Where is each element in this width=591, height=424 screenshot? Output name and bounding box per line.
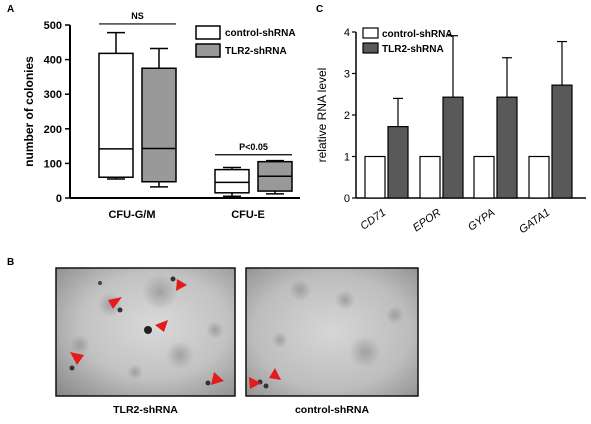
- arrowhead-icon: [211, 372, 224, 385]
- y-tick-label: 0: [56, 193, 62, 205]
- colony-dot: [205, 380, 211, 386]
- y-tick-label: 400: [44, 55, 62, 67]
- x-tick-label: CFU-E: [231, 209, 265, 221]
- bar: [528, 155, 550, 199]
- y-tick-label: 100: [44, 158, 62, 170]
- panel-label-a: A: [7, 4, 15, 15]
- x-tick-label: CFU-G/M: [108, 209, 155, 221]
- chart-a-boxplot: 0 100 200 300 400 500 number of colonies CFU-G/…: [22, 11, 300, 221]
- colony-dot: [69, 365, 75, 371]
- bar: [473, 155, 495, 199]
- arrowhead-icon: [108, 297, 122, 309]
- arrowhead-icon: [70, 352, 84, 365]
- micrograph-tlr2: [55, 267, 236, 397]
- micrograph-control: [245, 267, 419, 397]
- colony-dot: [98, 281, 102, 285]
- bar: [387, 126, 409, 199]
- caption-tlr2-micrograph: TLR2-shRNA: [113, 404, 178, 416]
- significance-label: P<0.05: [239, 142, 268, 152]
- bar: [442, 96, 464, 199]
- bar: [551, 84, 573, 199]
- colony-dot: [117, 307, 123, 313]
- arrowhead-icon: [176, 279, 187, 291]
- legend-swatch: [195, 43, 221, 58]
- significance-label: NS: [131, 11, 144, 21]
- y-tick-label: 1: [344, 152, 350, 164]
- box: [98, 52, 134, 178]
- arrowhead-icon: [249, 377, 261, 389]
- y-axis-label: relative RNA level: [315, 68, 329, 163]
- bar: [496, 96, 518, 199]
- y-tick-label: 0: [344, 193, 350, 205]
- box: [141, 67, 177, 183]
- bar: [364, 155, 386, 199]
- y-tick-label: 4: [344, 27, 350, 39]
- legend-swatch: [362, 42, 379, 54]
- colony-dot: [170, 276, 176, 282]
- panel-label-c: C: [316, 4, 324, 15]
- arrowhead-icon: [155, 320, 168, 332]
- arrowhead-icon: [269, 368, 281, 380]
- legend-label: TLR2-shRNA: [225, 46, 287, 57]
- bar: [419, 155, 441, 199]
- legend-label: control-shRNA: [382, 29, 453, 40]
- legend-label: TLR2-shRNA: [382, 44, 444, 55]
- y-axis-label: number of colonies: [22, 56, 36, 167]
- legend-swatch: [362, 27, 379, 39]
- caption-control-micrograph: control-shRNA: [294, 404, 370, 416]
- legend-swatch: [195, 25, 221, 40]
- panel-label-b: B: [7, 257, 15, 268]
- colony-dot: [144, 326, 152, 334]
- box: [214, 168, 250, 194]
- colony-dot: [263, 383, 269, 389]
- y-tick-label: 200: [44, 124, 62, 136]
- y-tick-label: 2: [344, 110, 350, 122]
- legend-label: control-shRNA: [225, 28, 296, 39]
- y-tick-label: 300: [44, 89, 62, 101]
- y-tick-label: 500: [44, 20, 62, 32]
- y-tick-label: 3: [344, 69, 350, 81]
